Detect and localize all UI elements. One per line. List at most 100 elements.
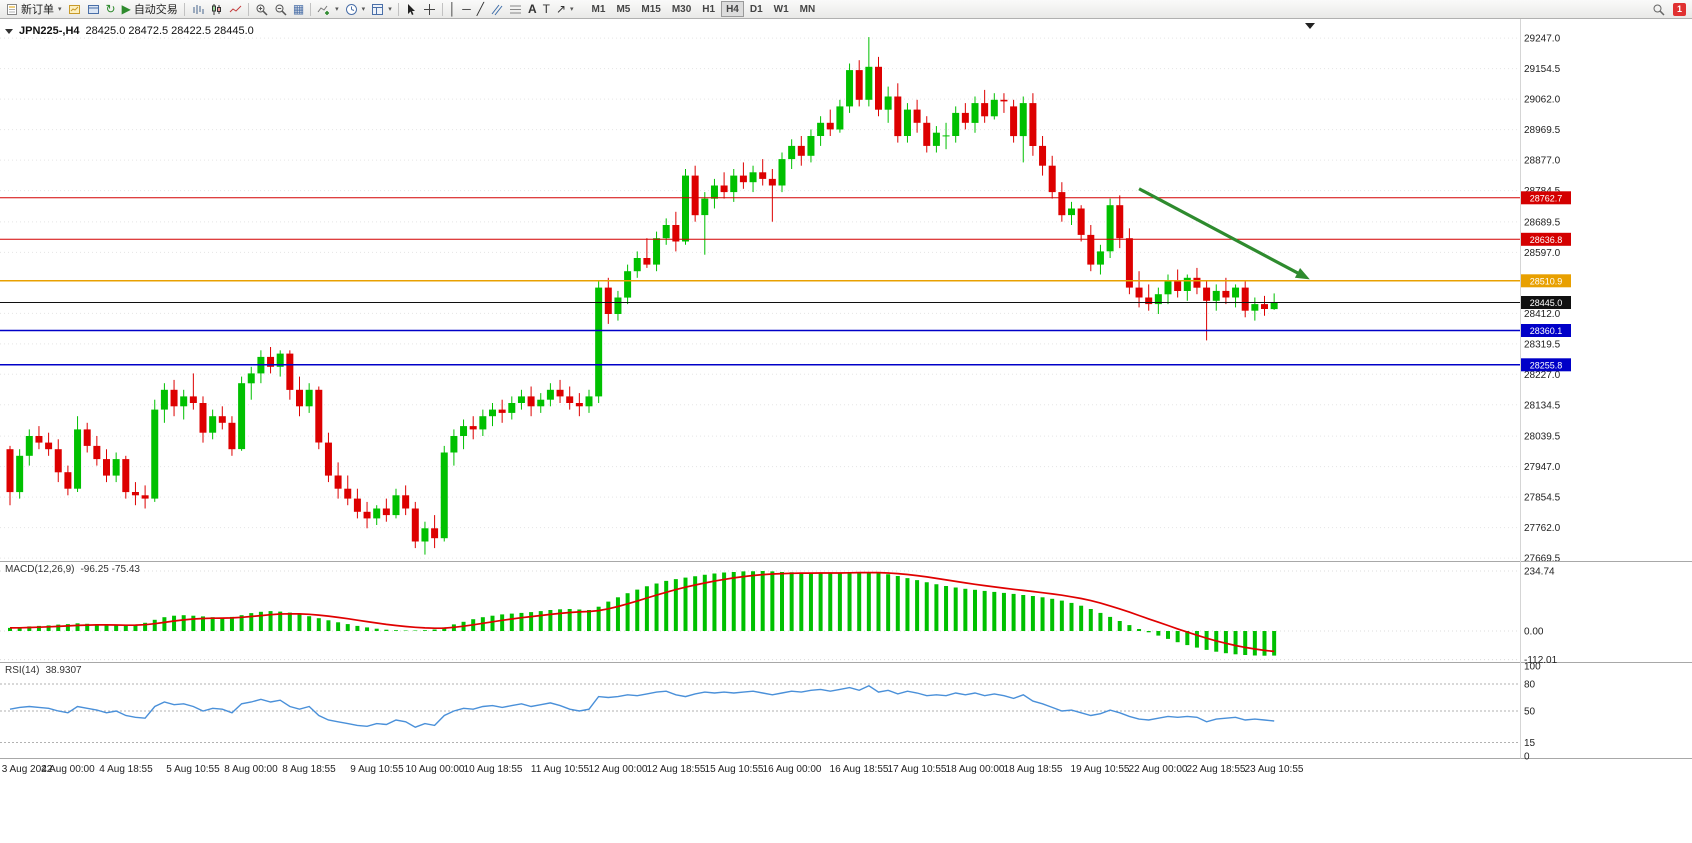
svg-text:28412.0: 28412.0 [1524, 309, 1561, 320]
svg-text:28689.5: 28689.5 [1524, 217, 1561, 228]
trendline-tool-button[interactable]: ╱ [474, 1, 487, 18]
timeframe-group: M1 M5 M15 M30 H1 H4 D1 W1 MN [587, 1, 821, 17]
svg-text:23 Aug 10:55: 23 Aug 10:55 [1245, 764, 1304, 775]
svg-text:28134.5: 28134.5 [1524, 400, 1561, 411]
search-button[interactable] [1649, 1, 1668, 18]
tab-timeframe-m15[interactable]: M15 [636, 1, 665, 17]
svg-text:28510.9: 28510.9 [1530, 276, 1563, 286]
svg-text:234.74: 234.74 [1524, 567, 1555, 578]
chart-window-icon [68, 3, 81, 16]
toolbar-separator [183, 2, 185, 16]
svg-text:28877.0: 28877.0 [1524, 156, 1561, 167]
svg-text:28636.8: 28636.8 [1530, 235, 1563, 245]
cursor-icon [405, 3, 417, 16]
tab-timeframe-h4[interactable]: H4 [721, 1, 744, 17]
new-order-button[interactable]: 新订单 ▾ [3, 1, 65, 18]
macd-indicator-label: MACD(12,26,9) -96.25 -75.43 [3, 564, 142, 575]
svg-text:15 Aug 10:55: 15 Aug 10:55 [705, 764, 764, 775]
periods-button[interactable]: ▾ [342, 1, 369, 18]
toolbar-separator [397, 2, 399, 16]
svg-text:10 Aug 00:00: 10 Aug 00:00 [406, 764, 465, 775]
svg-text:22 Aug 00:00: 22 Aug 00:00 [1129, 764, 1188, 775]
charts-button[interactable] [65, 1, 84, 18]
templates-button[interactable]: ▾ [368, 1, 395, 18]
channel-tool-button[interactable] [487, 1, 506, 18]
clock-icon [345, 3, 358, 16]
zoom-out-button[interactable] [271, 1, 290, 18]
crosshair-tool-button[interactable] [420, 1, 439, 18]
fibonacci-tool-button[interactable] [506, 1, 525, 18]
tab-timeframe-h1[interactable]: H1 [697, 1, 720, 17]
svg-text:4 Aug 18:55: 4 Aug 18:55 [99, 764, 153, 775]
svg-text:28360.1: 28360.1 [1530, 326, 1563, 336]
fibonacci-icon [509, 3, 522, 16]
vertical-line-tool-button[interactable]: │ [446, 1, 460, 18]
svg-text:16 Aug 00:00: 16 Aug 00:00 [763, 764, 822, 775]
svg-text:29154.5: 29154.5 [1524, 64, 1561, 75]
svg-text:8 Aug 18:55: 8 Aug 18:55 [282, 764, 336, 775]
text-tool-button[interactable]: A [525, 1, 540, 18]
vertical-line-icon: │ [448, 2, 457, 16]
bar-chart-mode-button[interactable] [188, 1, 207, 18]
tab-timeframe-mn[interactable]: MN [795, 1, 821, 17]
tab-timeframe-w1[interactable]: W1 [769, 1, 794, 17]
line-chart-mode-button[interactable] [226, 1, 245, 18]
tab-timeframe-m1[interactable]: M1 [587, 1, 611, 17]
svg-text:18 Aug 00:00: 18 Aug 00:00 [946, 764, 1005, 775]
profiles-button[interactable] [84, 1, 103, 18]
toolbar-separator [310, 2, 312, 16]
price-chart-canvas[interactable]: 29247.029154.529062.028969.528877.028784… [0, 19, 1692, 843]
macd-name: MACD(12,26,9) [5, 564, 75, 575]
trendline-icon: ╱ [476, 2, 484, 16]
cursor-tool-button[interactable] [402, 1, 420, 18]
tile-windows-icon: ▦ [292, 2, 305, 16]
profiles-icon [87, 3, 100, 16]
refresh-button[interactable]: ↻ [103, 1, 119, 18]
chart-shift-marker[interactable] [1305, 23, 1315, 29]
add-indicator-button[interactable]: ▾ [314, 1, 342, 18]
tab-timeframe-d1[interactable]: D1 [745, 1, 768, 17]
bar-chart-icon [191, 3, 204, 16]
symbol-timeframe-label: JPN225-,H4 [19, 25, 80, 37]
search-icon [1652, 3, 1665, 16]
candlestick-mode-button[interactable] [207, 1, 226, 18]
svg-text:22 Aug 18:55: 22 Aug 18:55 [1187, 764, 1246, 775]
svg-text:12 Aug 18:55: 12 Aug 18:55 [647, 764, 706, 775]
autotrading-button[interactable]: ▶ 自动交易 [119, 1, 181, 18]
rsi-indicator-label: RSI(14) 38.9307 [3, 665, 84, 676]
notification-badge[interactable]: 1 [1673, 2, 1686, 16]
tile-windows-button[interactable]: ▦ [290, 1, 307, 18]
horizontal-line-icon: ─ [462, 2, 471, 16]
chevron-down-icon: ▾ [58, 6, 62, 13]
arrow-object-icon: ↗ [555, 2, 567, 16]
svg-text:80: 80 [1524, 680, 1536, 691]
zoom-in-icon [255, 3, 268, 16]
play-icon: ▶ [121, 2, 131, 16]
svg-text:5 Aug 10:55: 5 Aug 10:55 [166, 764, 220, 775]
chart-window: 29247.029154.529062.028969.528877.028784… [0, 19, 1692, 843]
rsi-name: RSI(14) [5, 665, 40, 676]
horizontal-line-tool-button[interactable]: ─ [459, 1, 474, 18]
svg-text:10 Aug 18:55: 10 Aug 18:55 [464, 764, 523, 775]
svg-text:28969.5: 28969.5 [1524, 125, 1561, 136]
svg-text:19 Aug 10:55: 19 Aug 10:55 [1071, 764, 1130, 775]
zoom-in-button[interactable] [252, 1, 271, 18]
rsi-value: 38.9307 [45, 665, 82, 676]
svg-text:17 Aug 10:55: 17 Aug 10:55 [888, 764, 947, 775]
zoom-out-icon [274, 3, 287, 16]
chevron-down-icon: ▾ [361, 6, 366, 13]
line-chart-icon [229, 3, 242, 16]
ohlc-values: 28425.0 28472.5 28422.5 28445.0 [85, 25, 254, 37]
arrow-objects-button[interactable]: ↗ ▾ [553, 1, 577, 18]
tab-timeframe-m5[interactable]: M5 [611, 1, 635, 17]
chevron-down-icon: ▾ [388, 6, 392, 13]
svg-text:27669.5: 27669.5 [1524, 554, 1561, 565]
svg-text:28039.5: 28039.5 [1524, 432, 1561, 443]
one-click-trading-toggle[interactable] [5, 28, 13, 34]
svg-text:28762.7: 28762.7 [1530, 193, 1563, 203]
indicator-icon [317, 3, 331, 16]
label-tool-button[interactable]: T [540, 1, 553, 18]
tab-timeframe-m30[interactable]: M30 [667, 1, 696, 17]
svg-text:11 Aug 10:55: 11 Aug 10:55 [531, 764, 590, 775]
text-tool-icon: A [527, 2, 537, 16]
